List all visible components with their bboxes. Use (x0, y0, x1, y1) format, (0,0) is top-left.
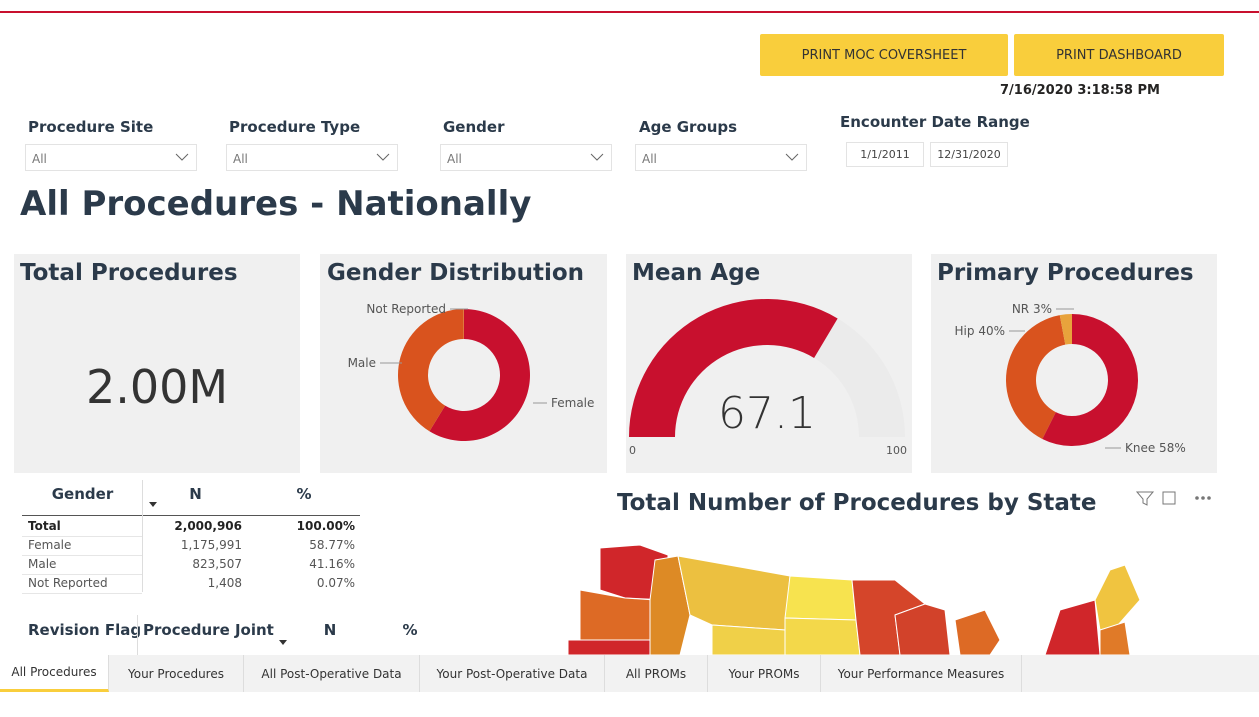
cell: Male (28, 557, 57, 571)
chevron (785, 153, 799, 161)
chevron (175, 153, 189, 161)
donut-label: Hip 40% (955, 324, 1005, 338)
tab[interactable]: Your Procedures (109, 655, 244, 692)
more-icon (1201, 496, 1205, 500)
page-title: All Procedures - Nationally (20, 184, 532, 224)
cell: 823,507 (192, 557, 242, 571)
sort-arrow (279, 640, 287, 645)
tab[interactable]: Your Performance Measures (821, 655, 1022, 692)
state (677, 555, 791, 631)
filter-label flabel: Procedure Site (28, 118, 154, 136)
col-rule (137, 615, 138, 655)
header-rule (22, 515, 360, 516)
filter-label flabel: Procedure Type (229, 118, 361, 136)
date-end[interactable]: 12/31/2020 (930, 142, 1008, 167)
row-rule (22, 555, 142, 556)
cell: Not Reported (28, 576, 108, 590)
dropdown dd[interactable]: All (635, 144, 807, 171)
chevron (376, 153, 390, 161)
map-title: Total Number of Procedures by State (617, 490, 1097, 516)
timestamp: 7/16/2020 3:18:58 PM (1000, 83, 1160, 98)
tab[interactable]: All Post-Operative Data (244, 655, 420, 692)
column-header: % (296, 485, 312, 503)
column-header: N (189, 485, 202, 503)
dropdown dd[interactable]: All (226, 144, 398, 171)
print-moc-button[interactable]: PRINT MOC COVERSHEET (760, 34, 1008, 76)
card-title: Primary Procedures (937, 260, 1194, 286)
donut-label: Male (348, 356, 376, 370)
gauge-max: 100 (886, 444, 907, 457)
dropdown dd[interactable]: All (440, 144, 612, 171)
column-header: Procedure Joint (143, 621, 274, 639)
cell: Total (28, 519, 61, 533)
gauge-value-label: 67.1 (718, 388, 816, 439)
tab[interactable]: All PROMs (605, 655, 708, 692)
tab[interactable]: Your Post-Operative Data (420, 655, 605, 692)
cell: Female (28, 538, 72, 552)
cell: 2,000,906 (174, 519, 242, 533)
donut-segment (429, 309, 531, 442)
more-icon (1207, 496, 1211, 500)
column-header: Revision Flag (28, 621, 142, 639)
card-title: Mean Age (632, 260, 761, 286)
sort-arrow (149, 502, 157, 507)
tab[interactable]: Your PROMs (708, 655, 821, 692)
card-title: Gender Distribution (327, 260, 585, 286)
top-rule (0, 11, 1259, 13)
donut-label: NR 3% (1012, 302, 1052, 316)
donut-segment (398, 309, 464, 432)
donut-label: Knee 58% (1125, 441, 1186, 455)
card (14, 254, 300, 473)
state (711, 624, 786, 656)
more-icon (1195, 496, 1199, 500)
total-value: 2.00M (85, 360, 229, 414)
focus-icon (1162, 491, 1176, 505)
gauge-min: 0 (629, 444, 636, 457)
row-rule (22, 593, 142, 594)
gauge-value (629, 299, 838, 437)
tab-bar (0, 655, 1259, 692)
col-rule (142, 480, 143, 592)
card-title: Total Procedures (20, 260, 238, 286)
filter-label flabel: Gender (443, 118, 505, 136)
donut-segment (1005, 315, 1066, 439)
cell: 41.16% (309, 557, 355, 571)
column-header: N (323, 621, 337, 639)
date-start[interactable]: 1/1/2011 (846, 142, 924, 167)
cell: 1,408 (207, 576, 242, 590)
donut-label: Not Reported (366, 302, 446, 316)
donut-segment (1059, 314, 1072, 345)
state (567, 639, 651, 656)
us-map (567, 544, 1141, 656)
state (784, 617, 861, 656)
visual-icons (1135, 491, 1211, 506)
column-header: Gender (51, 485, 114, 503)
cell: 58.77% (309, 538, 355, 552)
print-dashboard-button[interactable]: PRINT DASHBOARD (1014, 34, 1224, 76)
state (1094, 564, 1141, 631)
row-rule (22, 574, 142, 575)
chevron (590, 153, 604, 161)
tab[interactable]: All Procedures (0, 655, 109, 692)
donut-label: Female (551, 396, 594, 410)
filter-icon (1135, 491, 1155, 506)
state (1044, 599, 1101, 656)
cell: 0.07% (316, 576, 355, 590)
column-header: % (402, 621, 418, 639)
state (784, 575, 857, 621)
state (954, 609, 1001, 656)
row-rule (22, 536, 142, 537)
cell: 100.00% (296, 519, 355, 533)
dropdown dd[interactable]: All (25, 144, 197, 171)
cell: 1,175,991 (180, 538, 242, 552)
donut-segment (1042, 314, 1138, 446)
state (894, 603, 951, 656)
date-range-label: Encounter Date Range (840, 113, 1030, 131)
filter-label flabel: Age Groups (639, 118, 738, 136)
